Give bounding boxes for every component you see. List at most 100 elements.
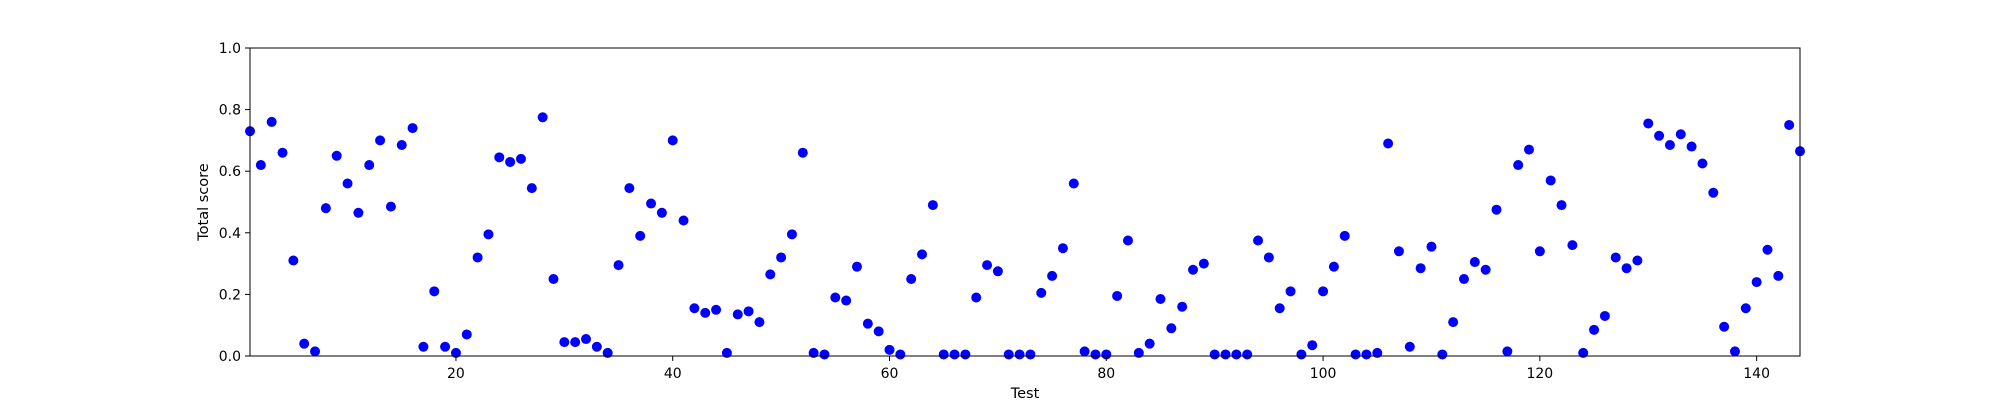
data-point — [1426, 241, 1437, 252]
data-point — [1036, 287, 1047, 298]
data-point — [1784, 120, 1795, 130]
plot-points — [245, 112, 1805, 360]
data-point — [1220, 349, 1231, 360]
data-point — [1664, 140, 1675, 151]
data-point — [721, 347, 732, 358]
data-point — [1296, 349, 1307, 360]
data-point — [1621, 263, 1632, 274]
y-tick-label: 0.6 — [219, 164, 241, 180]
data-point — [689, 303, 700, 314]
x-tick-label: 20 — [447, 366, 465, 382]
data-point — [1599, 310, 1610, 321]
data-point — [1686, 141, 1697, 152]
data-point — [450, 347, 461, 358]
data-point — [1339, 230, 1350, 241]
data-point — [1697, 158, 1708, 169]
data-point — [1025, 349, 1036, 360]
data-point — [472, 252, 483, 263]
data-point — [1079, 346, 1090, 357]
data-point — [396, 140, 407, 151]
data-point — [1144, 338, 1155, 349]
data-point — [1480, 264, 1491, 275]
data-point — [331, 150, 342, 161]
data-point — [1556, 200, 1567, 211]
data-point — [266, 116, 277, 127]
data-point — [1307, 340, 1318, 351]
x-axis-label: Test — [1010, 386, 1040, 400]
data-point — [1404, 341, 1415, 352]
data-point — [310, 346, 321, 357]
data-point — [1567, 240, 1578, 251]
data-point — [1740, 303, 1751, 314]
data-point — [1469, 257, 1480, 268]
x-tick-label: 80 — [1097, 366, 1115, 382]
data-point — [1415, 263, 1426, 274]
data-point — [732, 309, 743, 320]
data-point — [1122, 235, 1133, 246]
data-point — [1610, 252, 1621, 263]
data-point — [1047, 270, 1058, 281]
data-point — [1458, 274, 1469, 284]
data-point — [949, 349, 960, 360]
data-point — [1448, 317, 1459, 328]
data-point — [494, 152, 505, 163]
data-point — [776, 252, 787, 263]
data-point — [1101, 349, 1112, 360]
data-point — [1372, 347, 1383, 358]
data-point — [711, 304, 722, 315]
data-point — [1068, 178, 1079, 189]
data-point — [646, 198, 657, 209]
data-point — [1318, 286, 1329, 297]
data-point — [1437, 349, 1448, 360]
data-point — [385, 201, 396, 212]
data-point — [505, 156, 516, 167]
data-point — [917, 249, 928, 260]
data-point — [754, 317, 765, 328]
data-point — [1513, 160, 1524, 171]
data-point — [1253, 235, 1264, 246]
data-point — [1491, 204, 1502, 215]
plot-frame — [249, 47, 1801, 357]
data-point — [255, 160, 266, 171]
data-point — [743, 306, 754, 317]
x-tick-label: 140 — [1743, 366, 1770, 382]
data-point — [613, 260, 624, 271]
data-point — [277, 147, 288, 158]
data-point — [678, 215, 689, 226]
data-point — [1112, 290, 1123, 301]
data-point — [1274, 303, 1285, 314]
data-point — [1654, 130, 1665, 141]
data-point — [786, 229, 797, 240]
data-point — [1632, 255, 1643, 266]
y-axis-label: Total score — [196, 163, 212, 242]
data-point — [1003, 349, 1014, 360]
data-point — [1350, 349, 1361, 360]
data-point — [1719, 321, 1730, 332]
y-tick-label: 0.0 — [219, 349, 241, 365]
data-point — [602, 347, 613, 358]
data-point — [819, 349, 830, 360]
data-point — [1545, 175, 1556, 186]
data-point — [1090, 349, 1101, 360]
x-tick-label: 100 — [1310, 366, 1337, 382]
data-point — [1502, 346, 1513, 357]
data-point — [364, 160, 375, 171]
data-point — [1729, 346, 1740, 357]
data-point — [515, 153, 526, 164]
data-point — [1751, 277, 1762, 288]
data-point — [1155, 294, 1166, 305]
data-point — [960, 349, 971, 360]
x-tick-label: 40 — [664, 366, 682, 382]
data-point — [873, 326, 884, 337]
data-point — [526, 183, 537, 194]
data-point — [1285, 286, 1296, 297]
data-point — [537, 112, 548, 123]
data-point — [830, 292, 841, 303]
data-point — [320, 203, 331, 214]
y-tick-label: 0.4 — [219, 226, 241, 242]
data-point — [1361, 349, 1372, 360]
data-point — [1242, 349, 1253, 360]
y-axis: 0.0 0.2 0.4 0.6 0.8 1.0 — [219, 41, 250, 365]
y-tick-label: 1.0 — [219, 41, 241, 57]
